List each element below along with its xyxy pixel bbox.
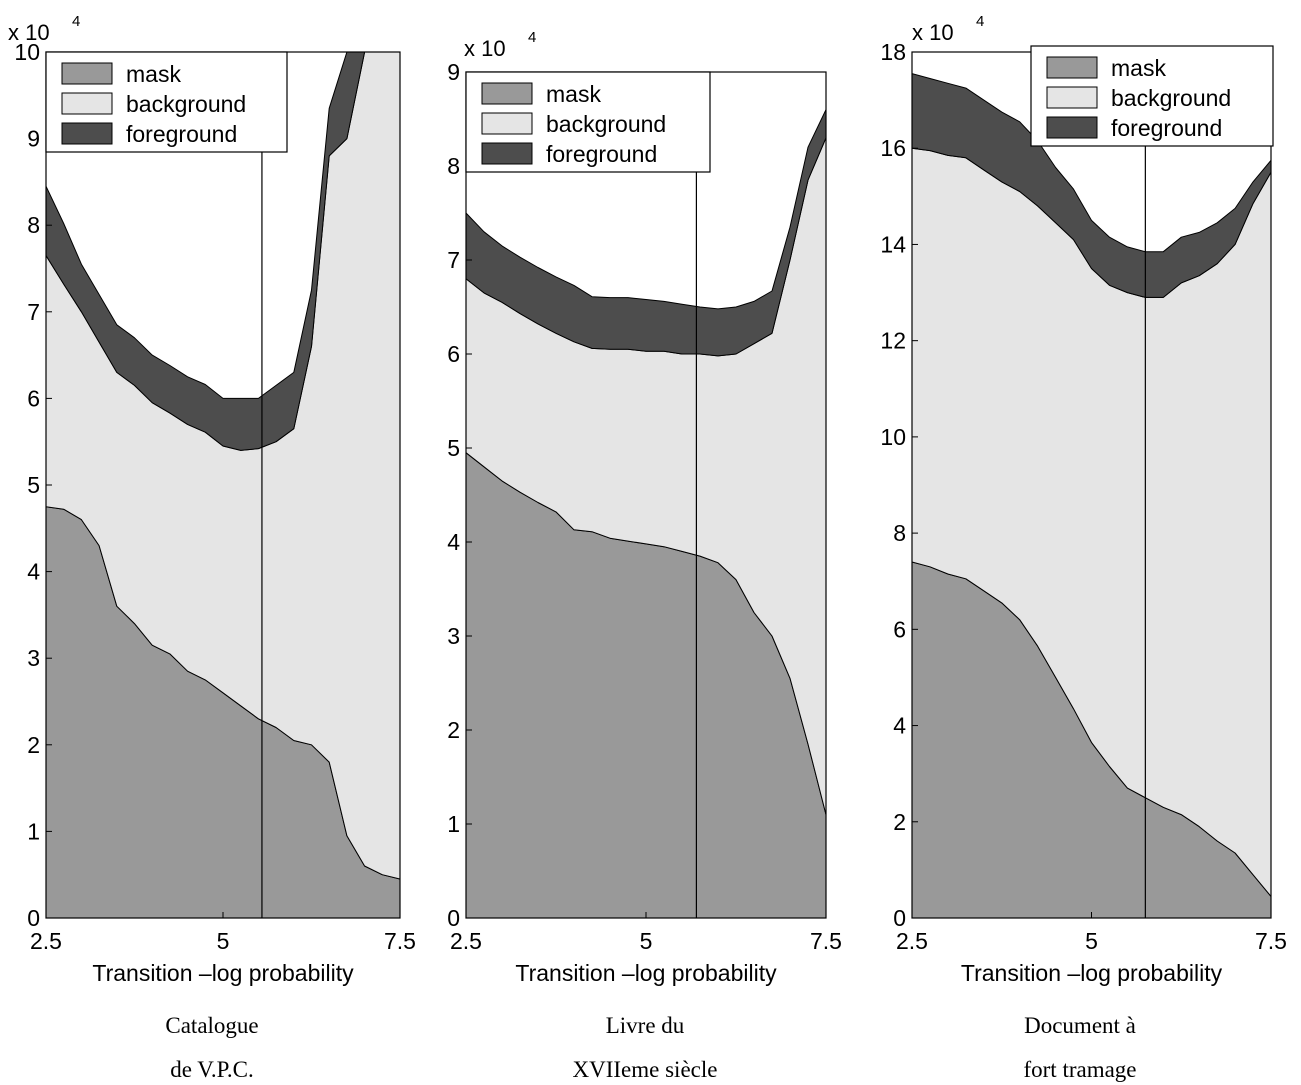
stacked-areas <box>912 58 1271 918</box>
legend-swatch-background <box>1046 86 1098 109</box>
y-tick-label: 4 <box>893 713 906 739</box>
panel-caption: de V.P.C. <box>170 1057 254 1082</box>
y-multiplier: x 10 <box>8 20 50 45</box>
panel-caption: Livre du <box>606 1013 685 1038</box>
legend-label-foreground: foreground <box>546 141 657 167</box>
x-tick-label: 7.5 <box>1255 928 1287 954</box>
y-tick-label: 5 <box>447 435 460 461</box>
panel-caption: Document à <box>1024 1013 1136 1038</box>
x-tick-label: 7.5 <box>384 928 416 954</box>
panel-caption: Catalogue <box>165 1013 258 1038</box>
y-tick-label: 7 <box>447 247 460 273</box>
legend-swatch-background <box>61 92 113 115</box>
legend-swatch-foreground <box>481 142 533 165</box>
y-tick-label: 6 <box>447 341 460 367</box>
legend-label-mask: mask <box>126 61 181 87</box>
chart-panel-1: 0 1 2 3 4 5 6 7 8 9 10 2.5 5 7.5 Transition –log proba… <box>8 13 416 1082</box>
y-tick-label: 2 <box>447 717 460 743</box>
chart-panel-2: 0 1 2 3 4 5 6 7 8 9 2.5 5 7.5 Transition –log probabi… <box>447 29 842 1082</box>
legend-label-background: background <box>126 91 246 117</box>
y-tick-label: 2 <box>27 732 40 758</box>
y-multiplier: x 10 <box>464 36 506 61</box>
legend-label-mask: mask <box>546 81 601 107</box>
y-tick-label: 6 <box>27 385 40 411</box>
legend: mask background foreground <box>1030 45 1274 147</box>
y-tick-label: 0 <box>893 905 906 931</box>
y-tick-label: 10 <box>880 424 906 450</box>
x-tick-label: 5 <box>217 928 230 954</box>
y-tick-label: 8 <box>447 153 460 179</box>
chart-panel-3: 0 2 4 6 8 10 12 14 16 18 2.5 5 7.5 Transition –log pr… <box>880 13 1287 1082</box>
legend-label-background: background <box>1111 85 1231 111</box>
x-tick-label: 7.5 <box>810 928 842 954</box>
y-tick-label: 0 <box>27 905 40 931</box>
y-tick-label: 4 <box>27 559 40 585</box>
panel-caption: XVIIeme siècle <box>573 1057 718 1082</box>
y-multiplier-exponent: 4 <box>528 29 536 46</box>
area-foreground <box>46 52 400 451</box>
y-tick-label: 8 <box>893 520 906 546</box>
y-multiplier: x 10 <box>912 20 954 45</box>
y-tick-label: 3 <box>447 623 460 649</box>
y-tick-label: 5 <box>27 472 40 498</box>
x-tick-label: 5 <box>1085 928 1098 954</box>
legend-swatch-mask <box>481 82 533 105</box>
x-tick-label: 2.5 <box>896 928 928 954</box>
y-tick-label: 9 <box>447 59 460 85</box>
y-tick-label: 1 <box>447 811 460 837</box>
legend-label-foreground: foreground <box>1111 115 1222 141</box>
y-tick-label: 10 <box>14 39 40 65</box>
legend-swatch-mask <box>1046 56 1098 79</box>
y-tick-label: 7 <box>27 299 40 325</box>
x-tick-label: 2.5 <box>450 928 482 954</box>
y-tick-label: 0 <box>447 905 460 931</box>
y-tick-label: 18 <box>880 39 906 65</box>
x-axis-label: Transition –log probability <box>92 960 354 986</box>
legend-label-background: background <box>546 111 666 137</box>
x-tick-label: 2.5 <box>30 928 62 954</box>
legend-swatch-mask <box>61 62 113 85</box>
y-tick-label: 12 <box>880 328 906 354</box>
x-tick-label: 5 <box>640 928 653 954</box>
legend-label-foreground: foreground <box>126 121 237 147</box>
x-axis-label: Transition –log probability <box>961 960 1223 986</box>
legend-swatch-foreground <box>1046 116 1098 139</box>
y-tick-label: 16 <box>880 135 906 161</box>
legend: mask background foreground <box>45 51 288 153</box>
y-tick-label: 6 <box>893 616 906 642</box>
x-axis-label: Transition –log probability <box>515 960 777 986</box>
stacked-areas <box>466 78 826 918</box>
y-multiplier-exponent: 4 <box>72 13 80 30</box>
y-tick-label: 9 <box>27 126 40 152</box>
legend-swatch-foreground <box>61 122 113 145</box>
y-tick-label: 8 <box>27 212 40 238</box>
y-tick-label: 3 <box>27 645 40 671</box>
legend: mask background foreground <box>465 71 711 173</box>
area-foreground <box>466 109 826 357</box>
stacked-areas <box>46 52 400 918</box>
y-tick-label: 1 <box>27 818 40 844</box>
legend-swatch-background <box>481 112 533 135</box>
y-tick-label: 14 <box>880 231 906 257</box>
y-tick-label: 4 <box>447 529 460 555</box>
legend-label-mask: mask <box>1111 55 1166 81</box>
y-multiplier-exponent: 4 <box>976 13 984 30</box>
panel-caption: fort tramage <box>1023 1057 1136 1082</box>
y-tick-label: 2 <box>893 809 906 835</box>
